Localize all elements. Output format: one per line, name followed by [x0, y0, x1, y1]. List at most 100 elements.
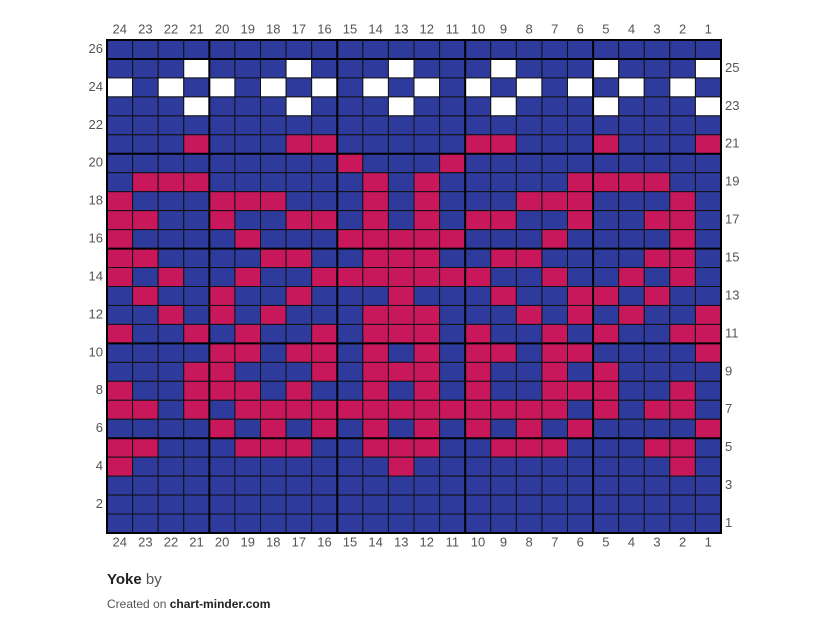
row-label: 3 — [725, 477, 732, 492]
row-label: 13 — [725, 287, 739, 302]
stitch-cell — [387, 96, 415, 117]
stitch-cell — [387, 513, 415, 534]
stitch-cell — [694, 513, 722, 534]
stitch-cell — [387, 77, 415, 98]
stitch-cell — [669, 248, 696, 269]
stitch-cell — [183, 115, 210, 136]
stitch-cell — [439, 286, 466, 306]
stitch-cell — [285, 191, 313, 212]
stitch-cell — [439, 229, 466, 250]
stitch-cell — [106, 475, 134, 496]
stitch-cell — [464, 96, 492, 117]
stitch-cell — [439, 399, 466, 420]
stitch-cell — [618, 399, 645, 420]
stitch-cell — [311, 58, 338, 79]
stitch-cell — [234, 153, 262, 174]
stitch-cell — [336, 115, 364, 136]
stitch-cell — [515, 286, 543, 306]
stitch-cell — [132, 494, 159, 515]
stitch-cell — [106, 153, 134, 174]
stitch-cell — [285, 456, 313, 477]
stitch-cell — [643, 399, 671, 420]
stitch-cell — [592, 96, 620, 117]
stitch-cell — [234, 513, 262, 534]
stitch-cell — [311, 456, 338, 477]
stitch-cell — [208, 418, 236, 439]
stitch-cell — [285, 58, 313, 79]
stitch-cell — [387, 323, 415, 344]
stitch-cell — [260, 399, 287, 420]
stitch-cell — [541, 342, 569, 363]
stitch-cell — [643, 229, 671, 250]
stitch-cell — [336, 323, 364, 344]
stitch-cell — [183, 210, 210, 231]
stitch-cell — [362, 153, 389, 174]
stitch-cell — [592, 248, 620, 269]
stitch-cell — [694, 361, 722, 382]
stitch-cell — [285, 304, 313, 325]
stitch-cell — [362, 399, 389, 420]
stitch-cell — [336, 172, 364, 193]
stitch-cell — [132, 456, 159, 477]
column-label: 13 — [394, 21, 408, 36]
stitch-cell — [234, 96, 262, 117]
stitch-cell — [490, 494, 517, 515]
stitch-cell — [362, 475, 389, 496]
stitch-cell — [592, 304, 620, 325]
stitch-cell — [132, 361, 159, 382]
stitch-cell — [592, 494, 620, 515]
stitch-cell — [260, 513, 287, 534]
stitch-cell — [618, 513, 645, 534]
column-label: 22 — [164, 21, 178, 36]
stitch-cell — [183, 77, 210, 98]
stitch-cell — [311, 96, 338, 117]
row-label: 8 — [96, 382, 103, 397]
stitch-cell — [387, 494, 415, 515]
stitch-cell — [464, 494, 492, 515]
stitch-cell — [490, 437, 517, 458]
stitch-cell — [208, 286, 236, 306]
site-link[interactable]: chart-minder.com — [170, 597, 271, 611]
column-label: 8 — [526, 534, 533, 549]
stitch-cell — [592, 172, 620, 193]
stitch-cell — [567, 229, 594, 250]
stitch-cell — [413, 191, 441, 212]
stitch-cell — [362, 437, 389, 458]
stitch-cell — [694, 437, 722, 458]
stitch-cell — [515, 399, 543, 420]
stitch-cell — [541, 153, 569, 174]
stitch-cell — [183, 229, 210, 250]
stitch-cell — [183, 361, 210, 382]
stitch-cell — [694, 248, 722, 269]
stitch-cell — [618, 323, 645, 344]
stitch-cell — [106, 399, 134, 420]
stitch-cell — [285, 380, 313, 401]
column-label: 23 — [138, 21, 152, 36]
stitch-cell — [260, 342, 287, 363]
stitch-cell — [643, 39, 671, 60]
stitch-cell — [183, 134, 210, 155]
row-label: 11 — [725, 325, 739, 340]
stitch-cell — [669, 399, 696, 420]
stitch-cell — [464, 58, 492, 79]
stitch-cell — [541, 304, 569, 325]
footer-credit: Created on chart-minder.com — [107, 597, 270, 611]
stitch-cell — [362, 304, 389, 325]
stitch-cell — [669, 437, 696, 458]
stitch-cell — [541, 191, 569, 212]
stitch-cell — [285, 153, 313, 174]
stitch-cell — [567, 210, 594, 231]
stitch-cell — [592, 286, 620, 306]
stitch-cell — [618, 134, 645, 155]
stitch-cell — [285, 323, 313, 344]
stitch-cell — [567, 286, 594, 306]
stitch-cell — [362, 248, 389, 269]
stitch-cell — [413, 58, 441, 79]
stitch-cell — [285, 229, 313, 250]
stitch-cell — [285, 115, 313, 136]
stitch-cell — [515, 153, 543, 174]
stitch-cell — [515, 229, 543, 250]
stitch-cell — [106, 323, 134, 344]
stitch-cell — [669, 323, 696, 344]
stitch-cell — [592, 267, 620, 287]
